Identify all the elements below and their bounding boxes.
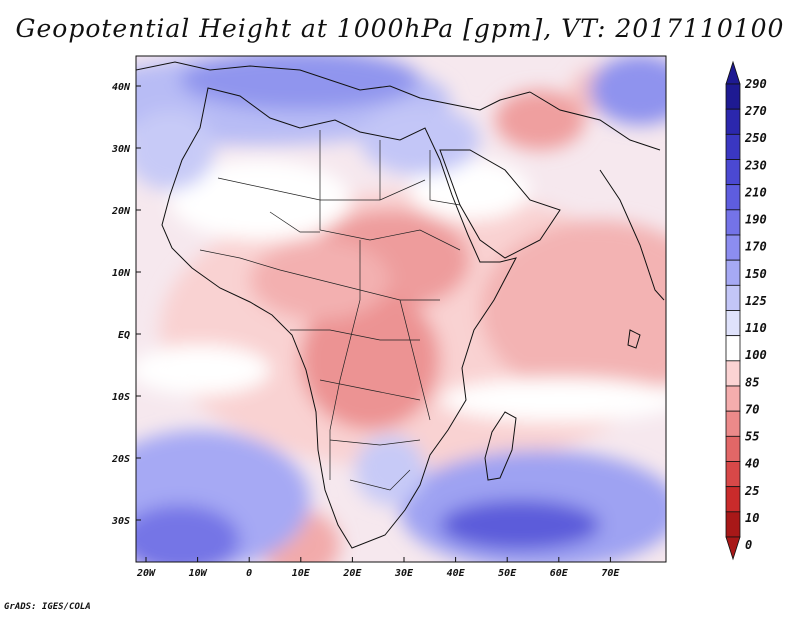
colorbar-swatch [725,108,741,135]
colorbar-label: 190 [745,213,767,227]
lon-label: 40E [447,568,466,579]
lon-label: 70E [601,568,620,579]
colorbar-swatch [725,486,741,513]
colorbar-swatch [725,184,741,211]
map-title: Geopotential Height at 1000hPa [gpm], VT… [15,14,785,43]
colorbar-swatch [725,83,741,110]
lat-label: 10N [112,268,131,279]
colorbar-label: 290 [744,77,767,91]
colorbar-swatch [725,310,741,337]
colorbar-label: 40 [745,457,759,471]
lat-label: 10S [112,392,130,403]
lon-label: 50E [498,568,517,579]
lon-label: 10W [189,568,208,579]
europe-coast [136,61,531,111]
colorbar-swatch [725,410,741,437]
lon-label: 20E [342,568,362,579]
country-borders [199,130,461,491]
coastlines [136,61,665,549]
grads-credit: GrADS: IGES/COLA [4,602,91,612]
arabian-peninsula [439,149,561,259]
colorbar-swatch [725,435,741,462]
colorbar-swatch [725,159,741,186]
colorbar-swatch [725,385,741,412]
colorbar-swatch [725,511,741,538]
colorbar-label: 230 [744,158,767,172]
colorbar-label: 25 [744,484,759,498]
colorbar-swatch [725,234,741,261]
madagascar [484,411,517,481]
plot-frame [135,55,667,563]
lat-label: 40N [112,82,131,93]
height-field [136,56,666,562]
colorbar-label: 70 [745,402,759,416]
colorbar: 2902702502302101901701501251101008570554… [725,60,767,561]
lat-label: 20N [111,206,131,217]
lat-label: 30N [111,144,131,155]
colorbar-label: 250 [744,131,767,145]
colorbar-bottom-arrow [725,536,741,561]
colorbar-swatch [725,335,741,362]
latitude-axis: 40N 30N 20N 10N EQ 10S 20S 30S [111,82,141,527]
colorbar-swatch [725,209,741,236]
colorbar-label: 0 [745,538,752,552]
lon-label: 10E [292,568,311,579]
lon-label: 0 [246,568,252,579]
lon-label: 60E [550,568,569,579]
lon-label: 30E [394,568,414,579]
colorbar-top-arrow [725,60,741,85]
colorbar-swatch [725,259,741,286]
colorbar-swatch [725,360,741,387]
colorbar-swatch [725,284,741,311]
colorbar-label: 125 [745,294,767,308]
asia-coast [529,91,661,151]
colorbar-swatch [725,133,741,160]
colorbar-label: 100 [745,348,767,362]
lat-label: EQ [118,330,130,341]
africa-coastline [161,87,517,549]
colorbar-label: 270 [744,104,767,118]
colorbar-label: 210 [744,185,767,199]
colorbar-label: 150 [745,267,767,281]
colorbar-label: 10 [745,511,759,525]
colorbar-label: 85 [745,375,759,389]
colorbar-label: 55 [745,430,759,444]
lon-label: 20W [136,568,156,579]
lat-label: 20S [111,454,130,465]
longitude-axis: 20W 10W 0 10E 20E 30E 40E 50E 60E 70E [136,557,620,579]
colorbar-label: 110 [745,321,767,335]
colorbar-swatch [725,461,741,488]
sri-lanka [627,329,641,349]
colorbar-label: 170 [745,240,767,254]
lat-label: 30S [111,516,130,527]
india-coast [599,169,665,301]
